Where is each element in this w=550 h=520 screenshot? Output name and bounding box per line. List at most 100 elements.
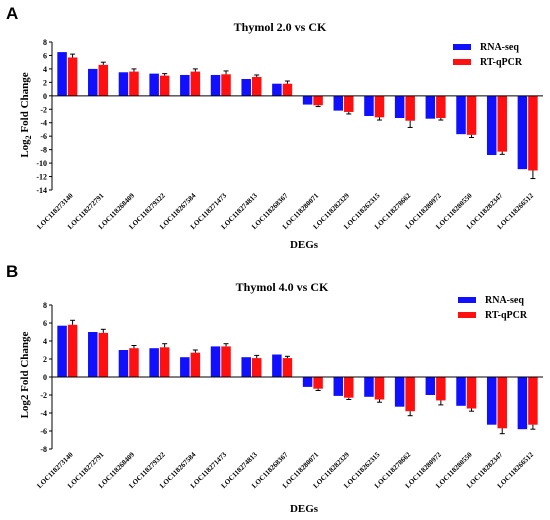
- bar: [374, 377, 385, 400]
- bar: [241, 357, 251, 377]
- panel-a-letter: A: [6, 4, 18, 23]
- bar: [425, 95, 436, 119]
- bar: [129, 348, 139, 377]
- bar: [405, 377, 415, 412]
- bar: [149, 348, 159, 377]
- bar: [517, 377, 528, 430]
- bar: [425, 377, 436, 395]
- panel-a-x-axis-title: DEGs: [290, 239, 319, 251]
- bar: [497, 377, 507, 429]
- bar: [118, 350, 129, 377]
- panel-b-legend: RNA-seq RT-qPCR: [458, 295, 528, 321]
- svg-text:Log2 Fold Change: Log2 Fold Change: [19, 72, 33, 157]
- bar: [528, 377, 538, 425]
- bar: [88, 332, 98, 377]
- bar: [302, 377, 313, 387]
- y-tick-label: 8: [43, 301, 47, 310]
- bar: [394, 95, 405, 119]
- bar: [67, 324, 78, 377]
- bar: [486, 377, 497, 425]
- y-tick-label: -2: [40, 391, 47, 400]
- bar: [149, 73, 159, 96]
- panel-a: A Thymol 2.0 vs CK Log2 Fold Change RNA-…: [6, 4, 543, 251]
- y-tick-label: 8: [43, 38, 47, 47]
- bar: [57, 325, 67, 377]
- bar: [159, 347, 170, 377]
- y-tick-label: -2: [40, 105, 47, 114]
- panel-a-legend: RNA-seq RT-qPCR: [453, 42, 523, 68]
- bar: [517, 95, 528, 170]
- y-tick-label: -10: [36, 159, 47, 168]
- y-tick-label: -4: [40, 119, 47, 128]
- bar: [180, 74, 190, 96]
- bar: [456, 377, 466, 406]
- bar: [57, 52, 67, 96]
- bar: [374, 95, 385, 118]
- bar: [333, 95, 344, 111]
- bar: [466, 377, 477, 409]
- bar: [190, 352, 201, 377]
- bar: [333, 377, 344, 396]
- panel-b-y-axis-title: Log2 Fold Change: [19, 331, 31, 418]
- bar: [394, 377, 405, 407]
- svg-text:Log2 Fold Change: Log2 Fold Change: [19, 331, 31, 418]
- bar: [282, 358, 293, 377]
- bar: [221, 346, 231, 377]
- y-tick-label: -8: [40, 445, 47, 454]
- bar: [159, 75, 170, 96]
- legend-rna-seq-swatch: [458, 297, 476, 303]
- bar: [272, 83, 282, 96]
- bar: [282, 83, 293, 96]
- y-tick-label: 2: [43, 355, 47, 364]
- y-tick-label: 0: [43, 92, 47, 101]
- bar: [98, 332, 109, 377]
- bar: [210, 74, 221, 96]
- bar: [466, 95, 477, 135]
- legend-rna-seq-label: RNA-seq: [480, 42, 519, 53]
- panel-a-y-axis-title: Log2 Fold Change: [19, 72, 33, 157]
- bar: [344, 95, 354, 112]
- y-tick-label: -6: [40, 132, 47, 141]
- bar: [436, 95, 446, 119]
- y-tick-label: 6: [43, 51, 47, 60]
- y-tick-label: 4: [43, 65, 47, 74]
- bar: [497, 95, 507, 152]
- y-tick-label: -4: [40, 409, 47, 418]
- bar: [486, 95, 497, 156]
- bar: [528, 95, 538, 171]
- bar: [313, 95, 323, 106]
- bar: [344, 377, 354, 398]
- legend-rt-qpcr-swatch: [453, 59, 471, 65]
- bar: [241, 79, 251, 96]
- bar: [436, 377, 446, 401]
- bar: [272, 354, 282, 377]
- bar: [98, 64, 109, 96]
- panel-b: B Thymol 4.0 vs CK Log2 Fold Change RNA-…: [6, 262, 543, 515]
- bar: [302, 95, 313, 105]
- panel-a-title: Thymol 2.0 vs CK: [234, 20, 327, 34]
- bar: [88, 68, 98, 96]
- legend-rt-qpcr-label: RT-qPCR: [485, 310, 528, 321]
- panel-b-plot: 86420-2-4-6-8LOC118273140LOC118272791LOC…: [35, 301, 543, 490]
- bar: [210, 346, 221, 377]
- y-tick-label: -14: [36, 186, 47, 195]
- bar: [129, 71, 139, 96]
- panel-b-title: Thymol 4.0 vs CK: [236, 280, 329, 294]
- y-tick-label: -12: [36, 173, 47, 182]
- y-tick-label: 4: [43, 337, 47, 346]
- bar: [456, 95, 466, 135]
- panel-a-plot: 86420-2-4-6-8-10-12-14LOC118273140LOC118…: [35, 38, 543, 231]
- bar: [364, 377, 374, 397]
- y-tick-label: 2: [43, 78, 47, 87]
- legend-rna-seq-label: RNA-seq: [485, 295, 524, 306]
- bar: [190, 71, 201, 96]
- y-tick-label: 0: [43, 373, 47, 382]
- y-tick-label: -6: [40, 427, 47, 436]
- y-tick-label: -8: [40, 146, 47, 155]
- bar: [67, 57, 78, 96]
- bar: [221, 74, 231, 96]
- bar: [251, 358, 262, 377]
- bar: [313, 377, 323, 389]
- legend-rt-qpcr-swatch: [458, 312, 476, 318]
